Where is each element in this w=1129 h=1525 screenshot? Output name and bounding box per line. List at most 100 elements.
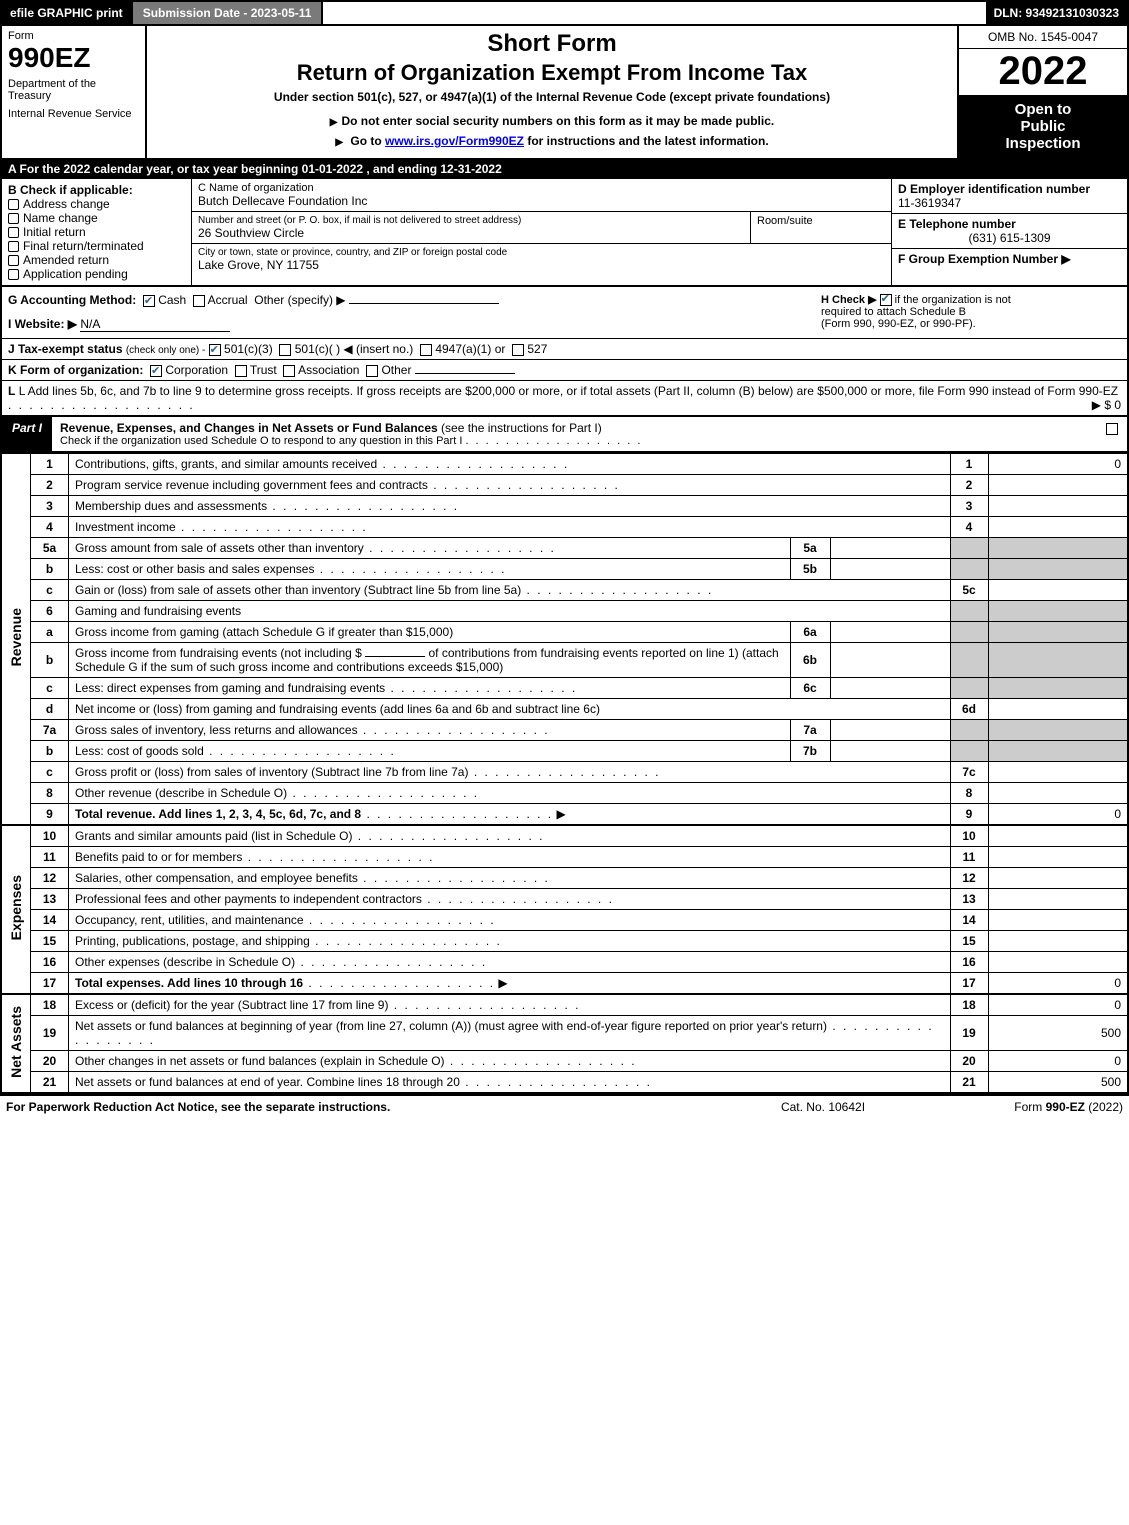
page-footer: For Paperwork Reduction Act Notice, see … — [0, 1094, 1129, 1118]
goto-instructions: Go to www.irs.gov/Form990EZ for instruct… — [157, 134, 947, 148]
chk-trust[interactable] — [235, 365, 247, 377]
submission-date: Submission Date - 2023-05-11 — [131, 2, 324, 24]
c-addr-row: Number and street (or P. O. box, if mail… — [192, 212, 891, 244]
row-k-form-org: K Form of organization: Corporation Trus… — [0, 359, 1129, 380]
irs-link[interactable]: www.irs.gov/Form990EZ — [385, 134, 524, 148]
open-line2: Public — [963, 118, 1123, 135]
line-9: 9 Total revenue. Add lines 1, 2, 3, 4, 5… — [1, 804, 1128, 826]
line-21: 21 Net assets or fund balances at end of… — [1, 1072, 1128, 1094]
ein-value: 11-3619347 — [898, 196, 961, 210]
dept-treasury: Department of the Treasury — [8, 78, 139, 102]
d-ein-row: D Employer identification number 11-3619… — [892, 179, 1127, 214]
l1-num: 1 — [31, 454, 69, 475]
col-c-org-info: C Name of organization Butch Dellecave F… — [192, 179, 892, 285]
g-accounting: G Accounting Method: Cash Accrual Other … — [8, 293, 821, 332]
chk-501c[interactable] — [279, 344, 291, 356]
line-18: Net Assets 18 Excess or (deficit) for th… — [1, 994, 1128, 1016]
e-label: E Telephone number — [898, 217, 1016, 231]
city-label: City or town, state or province, country… — [198, 247, 885, 258]
omb-number: OMB No. 1545-0047 — [959, 26, 1127, 49]
org-name: Butch Dellecave Foundation Inc — [198, 194, 885, 208]
col-d-ids: D Employer identification number 11-3619… — [892, 179, 1127, 285]
g-label: G Accounting Method: — [8, 293, 136, 307]
h-text1: if the organization is not — [895, 294, 1011, 306]
chk-cash[interactable] — [143, 295, 155, 307]
cash-label: Cash — [158, 293, 186, 307]
j-label: J Tax-exempt status — [8, 342, 123, 356]
accrual-label: Accrual — [208, 293, 248, 307]
dln-number: DLN: 93492131030323 — [986, 2, 1127, 24]
c-name-label: C Name of organization — [198, 182, 885, 194]
chk-527[interactable] — [512, 344, 524, 356]
room-cell: Room/suite — [751, 212, 891, 243]
chk-association[interactable] — [283, 365, 295, 377]
line-5c: c Gain or (loss) from sale of assets oth… — [1, 580, 1128, 601]
chk-address-change[interactable]: Address change — [8, 197, 185, 211]
h-text3: (Form 990, 990-EZ, or 990-PF). — [821, 318, 976, 330]
tax-year: 2022 — [959, 49, 1127, 95]
efile-print-button[interactable]: efile GRAPHIC print — [2, 2, 131, 24]
part1-tab: Part I — [2, 417, 52, 451]
other-input[interactable] — [349, 303, 499, 304]
open-line3: Inspection — [963, 135, 1123, 152]
l1-desc: Contributions, gifts, grants, and simila… — [69, 454, 951, 475]
j-a: 501(c)(3) — [224, 342, 273, 356]
k-c: Association — [298, 363, 359, 377]
k-label: K Form of organization: — [8, 363, 143, 377]
under-section: Under section 501(c), 527, or 4947(a)(1)… — [157, 90, 947, 104]
line-10: Expenses 10 Grants and similar amounts p… — [1, 825, 1128, 847]
h-text2: required to attach Schedule B — [821, 306, 966, 318]
h-schedule-b: H Check ▶ if the organization is not req… — [821, 293, 1121, 332]
chk-501c3[interactable] — [209, 344, 221, 356]
row-l-gross-receipts: L L Add lines 5b, 6c, and 7b to line 9 t… — [0, 380, 1129, 417]
line-20: 20 Other changes in net assets or fund b… — [1, 1051, 1128, 1072]
chk-name-change[interactable]: Name change — [8, 211, 185, 225]
chk-final-return[interactable]: Final return/terminated — [8, 239, 185, 253]
top-bar: efile GRAPHIC print Submission Date - 20… — [0, 0, 1129, 26]
b-title: B Check if applicable: — [8, 183, 185, 197]
chk-schedule-b[interactable] — [880, 294, 892, 306]
netassets-vert: Net Assets — [1, 994, 31, 1093]
chk-corporation[interactable] — [150, 365, 162, 377]
line-12: 12 Salaries, other compensation, and emp… — [1, 868, 1128, 889]
chk-application-pending[interactable]: Application pending — [8, 267, 185, 281]
other-org-input[interactable] — [415, 373, 515, 374]
footer-form-ref: Form 990-EZ (2022) — [923, 1100, 1123, 1114]
line-1: Revenue 1 Contributions, gifts, grants, … — [1, 454, 1128, 475]
form-label: Form — [8, 30, 139, 42]
line-7b: b Less: cost of goods sold 7b — [1, 741, 1128, 762]
header-right: OMB No. 1545-0047 2022 Open to Public In… — [957, 26, 1127, 158]
open-public-badge: Open to Public Inspection — [959, 95, 1127, 158]
expenses-vert: Expenses — [1, 825, 31, 994]
line-6d: d Net income or (loss) from gaming and f… — [1, 699, 1128, 720]
chk-4947[interactable] — [420, 344, 432, 356]
topbar-spacer — [323, 2, 985, 24]
street-value: 26 Southview Circle — [198, 226, 744, 240]
chk-amended-return[interactable]: Amended return — [8, 253, 185, 267]
line-4: 4 Investment income 4 — [1, 517, 1128, 538]
chk-accrual[interactable] — [193, 295, 205, 307]
line-13: 13 Professional fees and other payments … — [1, 889, 1128, 910]
section-gh: G Accounting Method: Cash Accrual Other … — [0, 287, 1129, 338]
j-c: 4947(a)(1) or — [435, 342, 505, 356]
line-6c: c Less: direct expenses from gaming and … — [1, 678, 1128, 699]
d-label: D Employer identification number — [898, 182, 1090, 196]
footer-cat-no: Cat. No. 10642I — [723, 1100, 923, 1114]
goto-post: for instructions and the latest informat… — [524, 134, 769, 148]
k-b: Trust — [250, 363, 277, 377]
row-j-tax-exempt: J Tax-exempt status (check only one) - 5… — [0, 338, 1129, 359]
l-text: L Add lines 5b, 6c, and 7b to line 9 to … — [19, 384, 1118, 398]
chk-other-org[interactable] — [366, 365, 378, 377]
chk-initial-return[interactable]: Initial return — [8, 225, 185, 239]
open-line1: Open to — [963, 101, 1123, 118]
line-8: 8 Other revenue (describe in Schedule O)… — [1, 783, 1128, 804]
k-a: Corporation — [165, 363, 228, 377]
website-value: N/A — [80, 317, 230, 332]
part1-chk[interactable] — [1097, 417, 1127, 451]
form-header: Form 990EZ Department of the Treasury In… — [0, 26, 1129, 160]
header-left: Form 990EZ Department of the Treasury In… — [2, 26, 147, 158]
footer-left: For Paperwork Reduction Act Notice, see … — [6, 1100, 723, 1114]
header-center: Short Form Return of Organization Exempt… — [147, 26, 957, 158]
street-label: Number and street (or P. O. box, if mail… — [198, 215, 744, 226]
dept-irs: Internal Revenue Service — [8, 108, 139, 120]
